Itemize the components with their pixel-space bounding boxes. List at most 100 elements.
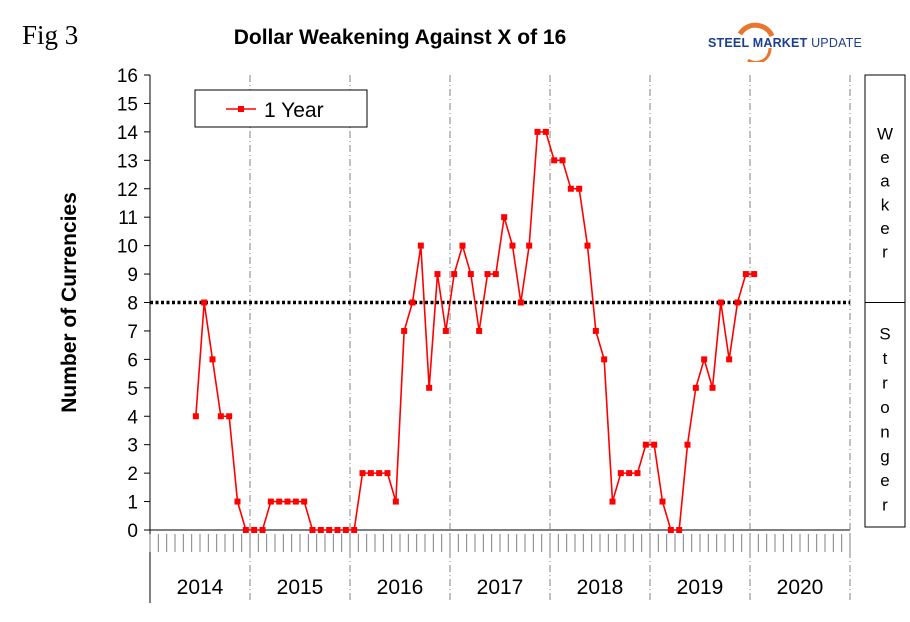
x-group-label: 2017 bbox=[477, 576, 524, 599]
data-point bbox=[467, 271, 474, 278]
data-point bbox=[376, 470, 383, 477]
grid-lines bbox=[249, 75, 851, 603]
data-point bbox=[226, 413, 233, 420]
data-point bbox=[501, 214, 508, 221]
x-group-label: 2015 bbox=[277, 576, 324, 599]
y-tick-label: 3 bbox=[127, 436, 138, 457]
side-label-stronger-letter: S bbox=[879, 325, 890, 344]
data-point bbox=[692, 384, 699, 391]
data-point bbox=[534, 128, 541, 135]
side-label-weaker-letter: W bbox=[877, 125, 893, 144]
y-tick-label: 16 bbox=[117, 66, 138, 87]
side-label-stronger-letter: o bbox=[880, 398, 889, 417]
logo-text-update: UPDATE bbox=[807, 36, 863, 50]
side-label-stronger-letter: n bbox=[880, 422, 889, 441]
x-group-label: 2016 bbox=[377, 576, 424, 599]
data-point bbox=[684, 441, 691, 448]
data-point bbox=[284, 498, 291, 505]
x-group-label: 2020 bbox=[777, 576, 824, 599]
data-point bbox=[192, 413, 199, 420]
data-point bbox=[584, 242, 591, 249]
logo-arc-icon bbox=[737, 22, 775, 38]
data-point bbox=[592, 327, 599, 334]
data-point bbox=[634, 470, 641, 477]
data-point bbox=[459, 242, 466, 249]
data-point bbox=[517, 299, 524, 306]
data-point bbox=[309, 527, 316, 533]
data-point bbox=[742, 271, 749, 278]
y-tick-label: 6 bbox=[127, 350, 138, 371]
data-point bbox=[601, 356, 608, 363]
steel-market-update-logo bbox=[737, 22, 775, 62]
y-tick-label: 1 bbox=[127, 493, 138, 514]
data-point bbox=[726, 356, 733, 363]
data-point bbox=[451, 271, 458, 278]
data-point bbox=[442, 327, 449, 334]
y-tick-label: 9 bbox=[127, 265, 138, 286]
side-label-weaker-letter: r bbox=[882, 242, 888, 261]
data-point bbox=[659, 498, 666, 505]
side-panel-box bbox=[864, 74, 906, 528]
x-group-label: 2018 bbox=[577, 576, 624, 599]
series-1-year bbox=[192, 128, 758, 533]
logo-text-market: MARKET bbox=[749, 36, 808, 50]
data-point bbox=[434, 271, 441, 278]
data-point bbox=[492, 271, 499, 278]
data-point bbox=[392, 498, 399, 505]
data-point bbox=[426, 384, 433, 391]
legend-label: 1 Year bbox=[264, 99, 324, 122]
y-tick-label: 0 bbox=[127, 521, 138, 542]
data-point bbox=[609, 498, 616, 505]
data-point bbox=[476, 327, 483, 334]
y-tick-label: 8 bbox=[127, 294, 138, 315]
data-point bbox=[351, 527, 358, 533]
data-point bbox=[709, 384, 716, 391]
logo-text-steel: STEEL bbox=[708, 36, 750, 50]
data-point bbox=[526, 242, 533, 249]
logo-text: STEEL MARKET UPDATE bbox=[708, 36, 862, 50]
data-point bbox=[751, 271, 758, 278]
side-label-weaker-letter: a bbox=[880, 172, 890, 191]
y-tick-label: 2 bbox=[127, 464, 138, 485]
data-point bbox=[334, 527, 341, 533]
data-point bbox=[559, 157, 566, 164]
data-point bbox=[201, 299, 208, 306]
y-tick-label: 10 bbox=[117, 237, 138, 258]
data-point bbox=[651, 441, 658, 448]
chart-title: Dollar Weakening Against X of 16 bbox=[233, 26, 567, 49]
side-label-stronger-letter: e bbox=[880, 471, 889, 490]
side-label-stronger-letter: g bbox=[880, 447, 889, 466]
legend: 1 Year bbox=[194, 89, 368, 128]
data-point bbox=[301, 498, 308, 505]
data-point bbox=[667, 527, 674, 533]
y-tick-label: 7 bbox=[127, 322, 138, 343]
y-tick-label: 12 bbox=[117, 180, 138, 201]
data-point bbox=[259, 527, 266, 533]
figure-label: Fig 3 bbox=[22, 20, 79, 50]
data-point bbox=[367, 470, 374, 477]
data-point bbox=[551, 157, 558, 164]
data-point bbox=[734, 299, 741, 306]
data-point bbox=[317, 527, 324, 533]
x-axis-ticks: 2014 2015 2016 2017 2018 2019 2020 bbox=[149, 534, 851, 599]
y-axis-label: Number of Currencies bbox=[58, 192, 81, 413]
data-point bbox=[717, 299, 724, 306]
x-group-label: 2014 bbox=[177, 576, 224, 599]
x-group-label: 2019 bbox=[677, 576, 724, 599]
data-point bbox=[576, 185, 583, 192]
data-point bbox=[209, 356, 216, 363]
y-tick-label: 5 bbox=[127, 379, 138, 400]
y-tick-label: 14 bbox=[117, 123, 139, 144]
side-label-weaker-letter: e bbox=[880, 148, 889, 167]
data-point bbox=[701, 356, 708, 363]
data-point bbox=[642, 441, 649, 448]
data-point bbox=[326, 527, 333, 533]
data-point bbox=[292, 498, 299, 505]
data-point bbox=[409, 299, 416, 306]
data-point bbox=[251, 527, 258, 533]
side-label-stronger-letter: r bbox=[882, 496, 888, 515]
data-point bbox=[384, 470, 391, 477]
